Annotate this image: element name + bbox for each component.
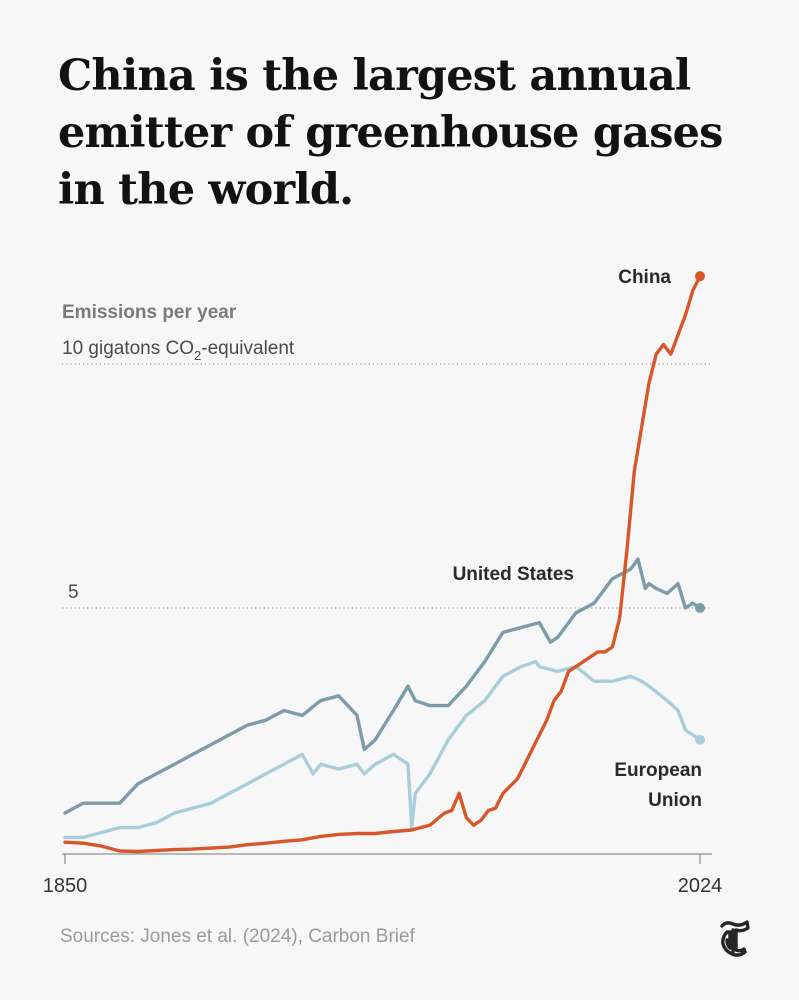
european-union-line: [63, 660, 702, 840]
y-axis-unit-label: 10 gigatons CO2-equivalent: [62, 338, 295, 363]
series-lines: [63, 271, 705, 854]
european-union-label-line2: Union: [648, 790, 702, 811]
headline-line: emitter of greenhouse gases: [58, 108, 723, 158]
headline: China is the largest annual emitter of g…: [58, 48, 758, 219]
united-states-endpoint: [695, 603, 705, 613]
unit-suffix: -equivalent: [201, 338, 295, 359]
y-tick-labels: 5: [68, 582, 79, 603]
nyt-t-logo-icon: [720, 920, 750, 957]
united-states-line: [63, 557, 702, 815]
series-labels: China United States European Union: [453, 267, 702, 811]
china-endpoint: [695, 271, 705, 282]
china-label: China: [618, 267, 671, 288]
headline-line: China is the largest annual: [58, 51, 691, 101]
x-ticks: 1850 2024: [43, 854, 723, 897]
united-states-label: United States: [453, 564, 574, 585]
gridlines: [62, 363, 712, 609]
european-union-endpoint: [695, 734, 705, 745]
european-union-label-line1: European: [614, 760, 702, 781]
x-tick-label: 2024: [678, 875, 723, 897]
y-axis-title: Emissions per year: [62, 302, 237, 323]
china-line: [63, 274, 702, 854]
headline-line: in the world.: [58, 165, 354, 215]
x-tick-label: 1850: [43, 875, 88, 897]
unit-prefix: 10 gigatons CO: [62, 338, 194, 359]
unit-subscript: 2: [194, 348, 201, 363]
y-tick-label: 5: [68, 582, 79, 603]
source-note: Sources: Jones et al. (2024), Carbon Bri…: [60, 926, 415, 947]
